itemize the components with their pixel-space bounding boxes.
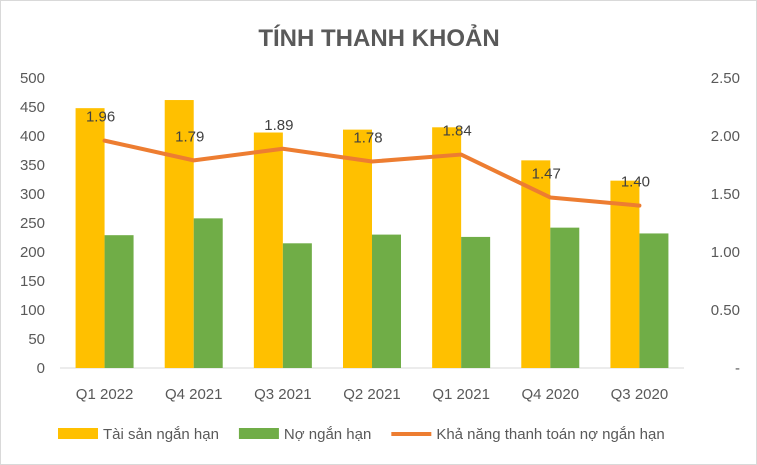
bar-current-liabilities xyxy=(639,233,669,368)
category-label: Q3 2020 xyxy=(611,386,669,403)
left-tick-label: 450 xyxy=(20,99,45,116)
bar-current-liabilities xyxy=(282,243,312,368)
legend-label: Nợ ngắn hạn xyxy=(284,426,371,443)
legend-swatch xyxy=(58,428,98,439)
left-tick-label: 400 xyxy=(20,128,45,145)
category-label: Q2 2021 xyxy=(343,386,401,403)
right-tick-label: 0.50 xyxy=(711,302,740,319)
ratio-data-label: 1.96 xyxy=(86,109,115,126)
bar-current-liabilities xyxy=(372,234,401,368)
left-tick-label: 200 xyxy=(20,244,45,261)
bar-current-assets xyxy=(75,108,105,368)
bar-current-liabilities xyxy=(104,235,134,368)
ratio-data-label: 1.40 xyxy=(621,174,650,191)
left-tick-label: 500 xyxy=(20,70,45,87)
left-tick-label: 350 xyxy=(20,157,45,174)
left-tick-label: 100 xyxy=(20,302,45,319)
ratio-line-path xyxy=(102,138,642,208)
right-tick-label: 2.50 xyxy=(711,70,740,87)
right-axis: 2.50 2.00 1.50 1.00 0.50 - xyxy=(711,70,740,377)
data-labels: 1.96 1.79 1.89 1.78 1.84 1.47 1.40 xyxy=(86,109,650,191)
bar-current-assets xyxy=(432,127,462,368)
legend-label: Khả năng thanh toán nợ ngắn hạn xyxy=(436,426,664,443)
category-label: Q1 2022 xyxy=(76,386,134,403)
bar-current-liabilities xyxy=(193,218,223,368)
left-tick-label: 0 xyxy=(37,360,45,377)
bar-current-assets xyxy=(164,100,194,368)
left-tick-label: 50 xyxy=(28,331,45,348)
left-tick-label: 300 xyxy=(20,186,45,203)
bar-current-assets xyxy=(253,132,283,368)
ratio-data-label: 1.79 xyxy=(175,128,204,145)
legend: Tài sản ngắn hạn Nợ ngắn hạn Khả năng than… xyxy=(58,426,665,443)
right-tick-label: 1.00 xyxy=(711,244,740,261)
left-tick-label: 250 xyxy=(20,215,45,232)
right-tick-label: 2.00 xyxy=(711,128,740,145)
bar-current-liabilities xyxy=(550,227,580,368)
ratio-data-label: 1.89 xyxy=(264,117,293,134)
left-tick-label: 150 xyxy=(20,273,45,290)
ratio-data-label: 1.47 xyxy=(532,165,561,182)
category-label: Q4 2020 xyxy=(522,386,580,403)
right-tick-label: - xyxy=(735,360,740,377)
chart-title: TÍNH THANH KHOẢN xyxy=(258,23,499,52)
right-tick-label: 1.50 xyxy=(711,186,740,203)
bar-current-assets xyxy=(343,129,372,368)
bar-current-liabilities xyxy=(461,236,491,368)
category-labels: Q1 2022 Q4 2021 Q3 2021 Q2 2021 Q1 2021 Q4 20… xyxy=(76,386,668,403)
ratio-data-label: 1.84 xyxy=(443,123,472,140)
category-label: Q1 2021 xyxy=(432,386,490,403)
ratio-line xyxy=(102,138,642,208)
ratio-data-label: 1.78 xyxy=(353,130,382,147)
category-label: Q3 2021 xyxy=(254,386,312,403)
bars xyxy=(75,100,669,368)
legend-swatch xyxy=(238,428,279,439)
legend-label: Tài sản ngắn hạn xyxy=(103,426,219,443)
category-label: Q4 2021 xyxy=(165,386,223,403)
bar-current-assets xyxy=(610,180,640,368)
